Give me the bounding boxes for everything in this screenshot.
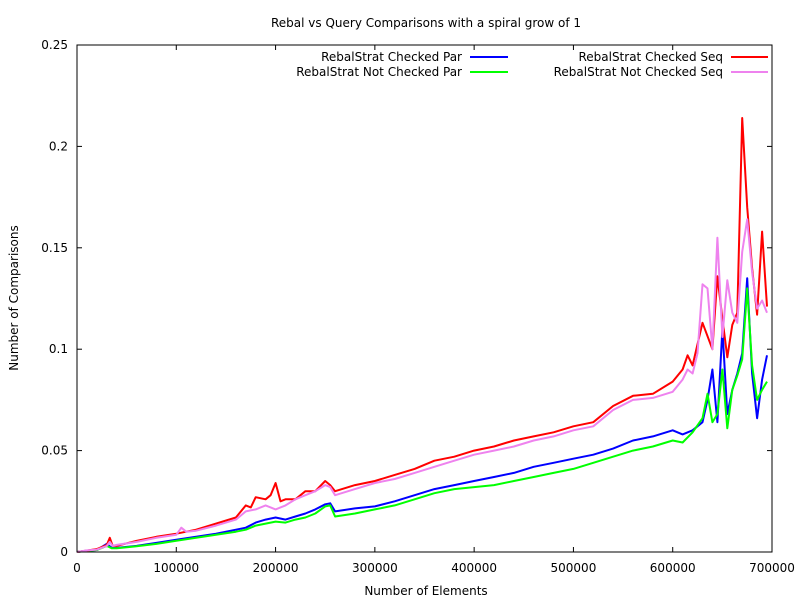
y-tick-label: 0.2 <box>49 139 68 153</box>
x-tick-label: 700000 <box>749 561 795 575</box>
legend-label-3: RebalStrat Checked Seq <box>578 50 723 64</box>
legend-label-2: RebalStrat Not Checked Par <box>296 65 462 79</box>
series-line-2 <box>76 287 768 553</box>
y-tick-label: 0 <box>60 545 68 559</box>
x-tick-label: 200000 <box>253 561 299 575</box>
series-line-4 <box>76 218 768 553</box>
legend-label-1: RebalStrat Checked Par <box>321 50 462 64</box>
x-tick-label: 500000 <box>551 561 597 575</box>
x-tick-label: 0 <box>73 561 81 575</box>
y-tick-label: 0.15 <box>41 241 68 255</box>
x-tick-label: 100000 <box>153 561 199 575</box>
series-layer <box>76 117 768 553</box>
y-tick-label: 0.25 <box>41 38 68 52</box>
x-tick-label: 300000 <box>352 561 398 575</box>
series-line-1 <box>76 277 768 553</box>
y-tick-label: 0.1 <box>49 342 68 356</box>
legend-label-4: RebalStrat Not Checked Seq <box>554 65 723 79</box>
plot-frame <box>76 44 773 553</box>
chart-title: Rebal vs Query Comparisons with a spiral… <box>271 16 581 30</box>
x-tick-label: 600000 <box>650 561 696 575</box>
x-tick-label: 400000 <box>451 561 497 575</box>
x-axis-label: Number of Elements <box>364 584 487 598</box>
y-axis-label: Number of Comparisons <box>7 225 21 371</box>
x-axis: 0 100000 200000 300000 400000 500000 600000 700… <box>73 45 795 575</box>
y-axis: 0 0.05 0.1 0.15 0.2 0.25 <box>41 38 772 559</box>
y-tick-label: 0.05 <box>41 444 68 458</box>
